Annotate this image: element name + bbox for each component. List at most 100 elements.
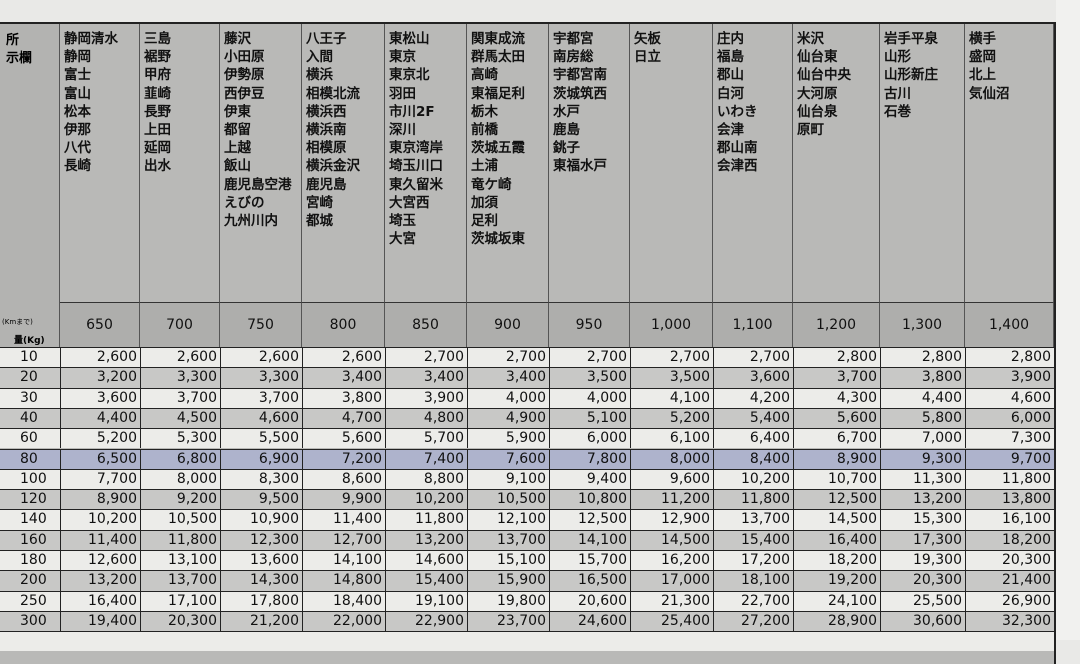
distance-header: 850 [385, 302, 467, 347]
office-name: 銚子 [553, 140, 580, 157]
table-row: 120 8,900 9,200 9,500 9,900 10,200 10,500 10,80… [0, 489, 1054, 510]
office-name: 藤沢 [224, 31, 251, 47]
rate-cell: 2,800 [793, 348, 880, 368]
rate-cell: 5,100 [549, 408, 630, 429]
office-name: 鹿児島 [306, 176, 347, 193]
rate-cell: 25,400 [630, 611, 713, 632]
table-row: 40 4,400 4,500 4,600 4,700 4,800 4,900 5,100 5,2… [0, 407, 1054, 429]
rate-cell: 2,700 [713, 348, 793, 368]
rate-cell: 24,600 [549, 611, 630, 632]
table-row: 200 13,200 13,700 14,300 14,800 15,400 15,900 1… [0, 570, 1054, 591]
rate-cell: 10,500 [467, 490, 549, 510]
rate-cell: 3,900 [965, 368, 1054, 388]
distance-header: 1,400 [965, 302, 1054, 347]
office-name: 相模北流 [306, 85, 360, 102]
rate-cell: 15,400 [713, 530, 793, 550]
office-name: いわき [717, 103, 758, 120]
rate-cell: 4,000 [467, 388, 549, 408]
office-name: 土浦 [471, 158, 498, 175]
table-row: 250 16,400 17,100 17,800 18,400 19,100 19,800 2… [0, 590, 1054, 611]
table-row: 30 3,600 3,700 3,700 3,800 3,900 4,000 4,000 4,1… [0, 387, 1054, 408]
office-name: 気仙沼 [969, 85, 1010, 102]
rate-cell: 25,500 [880, 591, 965, 611]
rate-cell: 19,400 [60, 611, 140, 632]
rate-cell: 21,200 [220, 611, 302, 632]
office-name: 南房総 [553, 49, 594, 66]
office-name: 矢板 [634, 31, 661, 47]
office-name: 宇都宮南 [553, 67, 607, 84]
rate-cell: 3,600 [60, 388, 140, 408]
office-column-header: 宇都宮 南房総 宇都宮南 茨城筑西 水戸 鹿島 銚子 東福水戸 [549, 24, 630, 302]
rate-cell: 14,500 [793, 510, 880, 530]
office-name: 韮崎 [144, 85, 171, 102]
rate-cell: 13,100 [140, 551, 220, 571]
office-name: 埼玉川口 [389, 158, 443, 175]
office-name: 石巻 [884, 103, 911, 120]
office-name: 羽田 [389, 85, 416, 102]
rate-cell: 4,800 [385, 408, 467, 429]
rate-cell: 2,600 [60, 348, 140, 368]
rate-cell: 3,800 [302, 388, 385, 408]
rate-cell: 5,900 [467, 429, 549, 449]
weight-cell: 120 [0, 490, 60, 510]
office-name: 大河原 [797, 85, 838, 102]
rate-cell: 12,100 [467, 510, 549, 530]
table-row-cut-off [0, 631, 1054, 652]
office-name: 岩手平泉 [884, 31, 938, 47]
rate-cell: 6,900 [220, 449, 302, 469]
rate-cell: 7,700 [60, 469, 140, 490]
weight-cell: 160 [0, 530, 60, 550]
rate-cell: 11,400 [60, 530, 140, 550]
rate-cell: 19,300 [880, 551, 965, 571]
rate-cell: 7,600 [467, 449, 549, 469]
office-name: 北上 [969, 67, 996, 84]
rate-cell: 14,100 [302, 551, 385, 571]
rate-cell: 4,600 [220, 408, 302, 429]
rate-cell: 2,800 [965, 348, 1054, 368]
office-name: 前橋 [471, 122, 498, 139]
office-name: 加須 [471, 194, 498, 211]
rate-cell: 28,900 [793, 611, 880, 632]
office-name: 白河 [717, 85, 744, 102]
rate-cell: 3,800 [880, 368, 965, 388]
rate-cell: 26,900 [965, 591, 1054, 611]
office-name: 東京 [389, 49, 416, 66]
rate-cell: 19,100 [385, 591, 467, 611]
rate-cell: 15,900 [467, 571, 549, 591]
office-name: 八代 [64, 140, 91, 157]
rate-cell: 8,400 [713, 449, 793, 469]
weight-cell: 80 [0, 449, 60, 469]
rate-cell: 4,900 [467, 408, 549, 429]
distance-header: 900 [467, 302, 549, 347]
table-row: 300 19,400 20,300 21,200 22,000 22,900 23,700 2… [0, 610, 1054, 632]
office-column-header: 関東成流 群馬太田 高崎 東福足利 栃木 前橋 茨城五霞 土浦 竜ケ崎 加須 足利 茨城坂東 [467, 24, 549, 302]
rate-cell: 7,400 [385, 449, 467, 469]
rate-cell: 13,700 [140, 571, 220, 591]
office-name: 茨城坂東 [471, 231, 525, 248]
rate-cell: 4,700 [302, 408, 385, 429]
office-name: 九州川内 [224, 213, 278, 230]
rate-cell: 6,700 [793, 429, 880, 449]
weight-cell: 140 [0, 510, 60, 530]
table-row: 180 12,600 13,100 13,600 14,100 14,600 15,100 1… [0, 550, 1054, 571]
office-name: 都留 [224, 122, 251, 139]
rate-cell: 8,800 [385, 469, 467, 490]
office-column-header: 藤沢 小田原 伊勢原 西伊豆 伊東 都留 上越 飯山 鹿児島空港 えびの 九州川内 [220, 24, 302, 302]
rate-cell: 5,300 [140, 429, 220, 449]
office-name: 東福水戸 [553, 158, 607, 175]
office-name: 仙台中央 [797, 67, 851, 84]
table-row: 10 2,600 2,600 2,600 2,600 2,700 2,700 2,700 2,7… [0, 347, 1054, 368]
office-name: 甲府 [144, 67, 171, 84]
rate-cell: 14,100 [549, 530, 630, 550]
rate-cell: 3,700 [220, 388, 302, 408]
distance-header: 1,100 [713, 302, 793, 347]
rate-cell: 3,500 [630, 368, 713, 388]
rate-cell: 3,700 [793, 368, 880, 388]
rate-cell: 30,600 [880, 611, 965, 632]
rate-cell: 10,700 [793, 469, 880, 490]
office-name: 延岡 [144, 140, 171, 157]
distance-header: 950 [549, 302, 630, 347]
office-name: 宮崎 [306, 194, 333, 211]
office-column-header: 静岡清水 静岡 富士 富山 松本 伊那 八代 長崎 [60, 24, 140, 302]
weight-cell: 40 [0, 408, 60, 429]
